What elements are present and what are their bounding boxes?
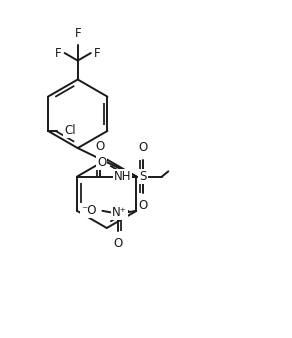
Text: O: O [97,156,107,169]
Text: O: O [138,199,148,212]
Text: O: O [114,237,123,250]
Text: ⁻O: ⁻O [81,204,97,217]
Text: F: F [55,47,62,59]
Text: F: F [74,27,81,40]
Text: O: O [138,141,148,154]
Text: S: S [139,170,147,183]
Text: O: O [96,140,105,153]
Text: F: F [94,47,100,59]
Text: N⁺: N⁺ [112,206,127,219]
Text: Cl: Cl [64,124,76,138]
Text: NH: NH [114,170,131,183]
